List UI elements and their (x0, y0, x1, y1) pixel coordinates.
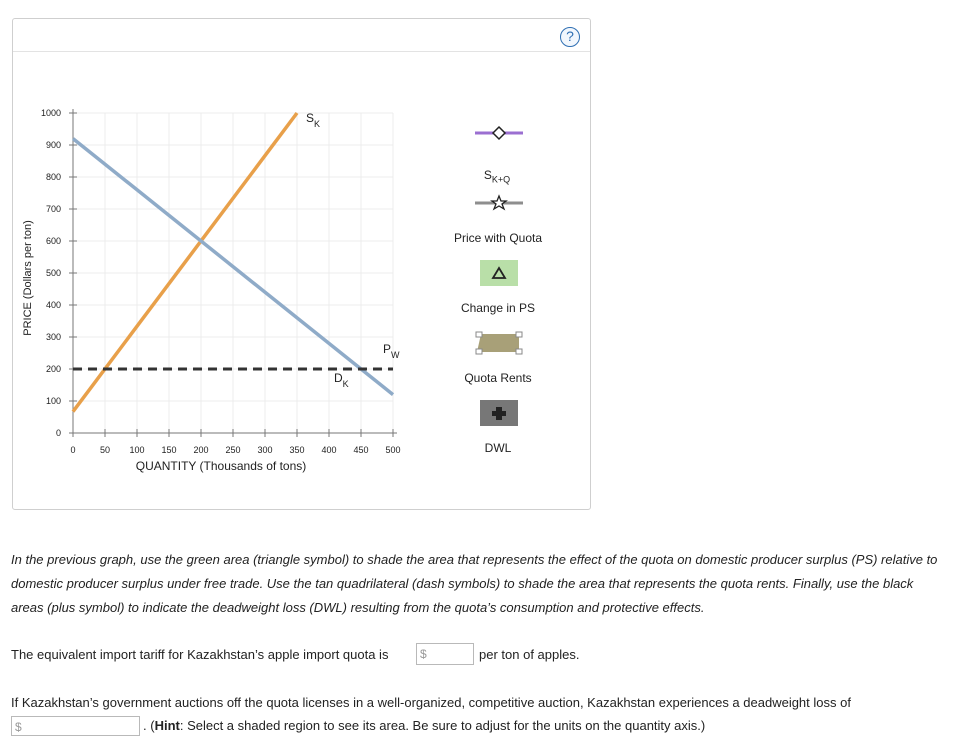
y-tick-label: 900 (46, 140, 61, 150)
dash-icon (475, 348, 483, 355)
price-with-quota-tool[interactable] (473, 193, 525, 213)
dash-icon (515, 331, 523, 338)
tariff-unit: per ton of apples. (479, 647, 580, 662)
x-tick-label: 250 (225, 445, 240, 455)
help-button[interactable]: ? (560, 27, 580, 47)
star-icon (490, 194, 508, 211)
chart-labels: QUANTITY (Thousands of tons) PRICE (Dolla… (22, 111, 400, 473)
triangle-icon (491, 266, 507, 279)
tariff-input[interactable]: $ (416, 643, 474, 665)
quota-rents-tool[interactable] (473, 330, 525, 356)
y-tick-label: 500 (46, 268, 61, 278)
x-tick-label: 150 (161, 445, 176, 455)
dash-icon (515, 348, 523, 355)
chart-grid (73, 112, 394, 433)
y-tick-label: 100 (46, 396, 61, 406)
dollar-sign: $ (15, 720, 22, 734)
series-label-dk: DK (334, 371, 349, 389)
x-tick-label: 50 (100, 445, 110, 455)
hint-text: . (Hint: Select a shaded region to see i… (143, 718, 705, 733)
plus-icon (492, 407, 506, 420)
supply-demand-chart[interactable]: 0 50 100 150 200 250 300 350 400 450 500 0 100 200 300… (13, 19, 592, 511)
y-tick-label: 1000 (41, 108, 61, 118)
dollar-sign: $ (420, 647, 427, 661)
auction-question: If Kazakhstan’s government auctions off … (11, 695, 851, 710)
change-in-ps-tool[interactable] (480, 260, 518, 286)
chart-axes (72, 109, 397, 434)
diamond-icon (491, 125, 507, 141)
dwl-input[interactable]: $ (11, 716, 140, 736)
hint-rest: : Select a shaded region to see its area… (179, 718, 706, 733)
hint-open: . ( (143, 718, 155, 733)
x-tick-label: 100 (129, 445, 144, 455)
tan-quadrilateral-icon (477, 334, 519, 352)
x-tick-label: 350 (289, 445, 304, 455)
dash-icon (475, 331, 483, 338)
series-line-dk (71, 137, 395, 396)
graph-panel: ? 0 50 100 150 200 250 300 350 400 450 500 0 100 200 3… (12, 18, 591, 510)
y-tick-label: 600 (46, 236, 61, 246)
y-tick-label: 700 (46, 204, 61, 214)
x-tick-label: 450 (353, 445, 368, 455)
x-tick-label: 400 (321, 445, 336, 455)
x-tick-label: 500 (385, 445, 400, 455)
y-tick-label: 400 (46, 300, 61, 310)
chart-series (71, 111, 395, 413)
price-with-quota-label: Price with Quota (453, 231, 543, 245)
quota-rents-label: Quota Rents (464, 371, 532, 385)
series-label-sk: SK (306, 111, 320, 129)
x-axis-label: QUANTITY (Thousands of tons) (136, 459, 307, 473)
y-tick-label: 800 (46, 172, 61, 182)
x-tick-label: 300 (257, 445, 272, 455)
sk-q-sub: K+Q (491, 174, 511, 185)
hint-bold: Hint (154, 718, 180, 733)
green-area-icon (480, 260, 518, 286)
panel-divider (13, 51, 590, 52)
series-label-pw: PW (383, 342, 400, 360)
chart-ticks: 0 50 100 150 200 250 300 350 400 450 500 0 100 200 300… (41, 108, 401, 455)
series-line-sk (71, 111, 299, 413)
y-axis-label: PRICE (Dollars per ton) (22, 220, 34, 336)
x-tick-label: 0 (70, 445, 75, 455)
instructions-text: In the previous graph, use the green are… (11, 552, 938, 615)
change-in-ps-label: Change in PS (460, 301, 536, 315)
dwl-tool[interactable] (480, 400, 518, 426)
tariff-question: The equivalent import tariff for Kazakhs… (11, 647, 389, 662)
sk-q-tool[interactable] (473, 123, 525, 143)
y-tick-label: 200 (46, 364, 61, 374)
y-tick-label: 0 (56, 428, 61, 438)
y-tick-label: 300 (46, 332, 61, 342)
x-tick-label: 200 (193, 445, 208, 455)
sk-q-label: SK+Q (427, 168, 567, 184)
dwl-label: DWL (484, 441, 512, 455)
sk-q-main: S (483, 168, 492, 182)
